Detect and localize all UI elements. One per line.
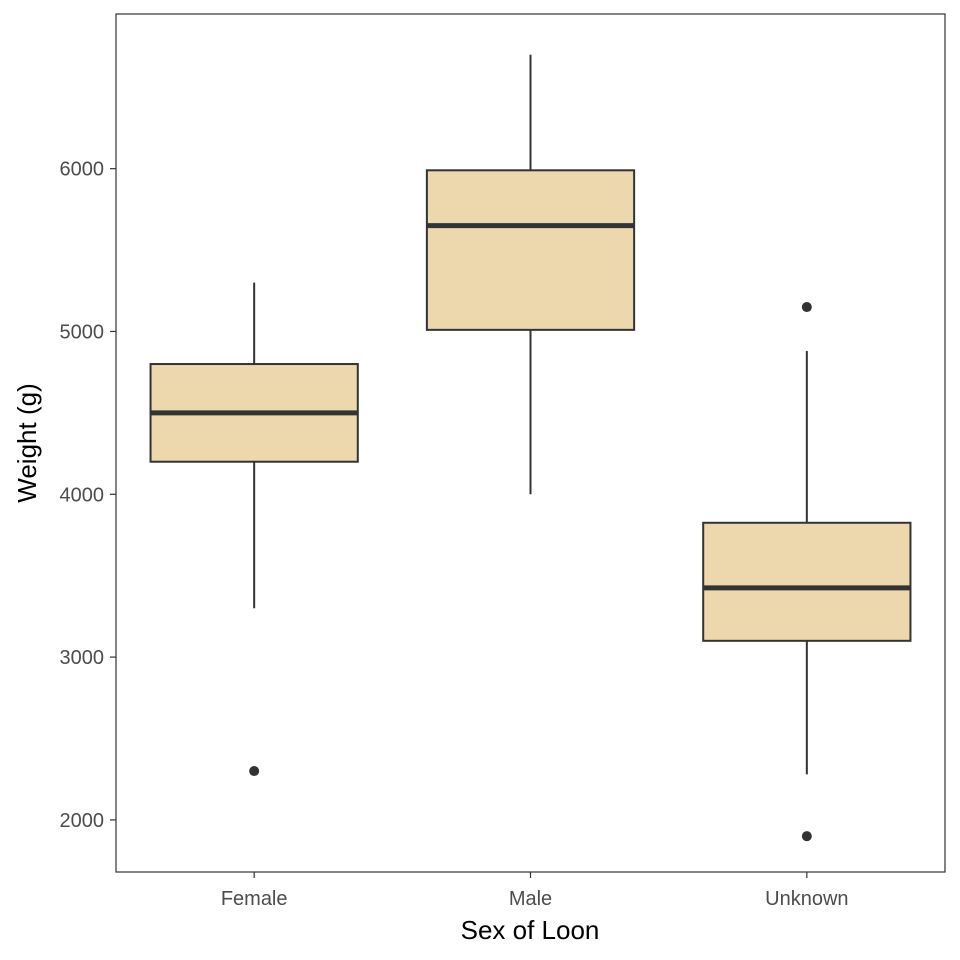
y-axis: 2000 3000 4000 5000 6000	[60, 159, 116, 832]
outlier-point	[801, 302, 812, 313]
y-tick-label: 5000	[60, 321, 105, 343]
x-tick-label: Male	[509, 888, 552, 910]
x-tick-label: Unknown	[765, 888, 848, 910]
y-tick-label: 6000	[60, 159, 105, 181]
x-tick-label: Female	[221, 888, 288, 910]
box-iqr	[702, 521, 912, 642]
y-tick-label: 4000	[60, 484, 105, 506]
x-axis-title: Sex of Loon	[461, 915, 600, 945]
y-tick-label: 3000	[60, 647, 105, 669]
x-axis: Female Male Unknown	[221, 872, 849, 910]
box-iqr	[425, 169, 636, 331]
y-tick-label: 2000	[60, 810, 105, 832]
outlier-point	[249, 766, 260, 777]
y-axis-title: Weight (g)	[12, 383, 42, 502]
outlier-point	[801, 831, 812, 842]
box-group	[149, 54, 912, 842]
